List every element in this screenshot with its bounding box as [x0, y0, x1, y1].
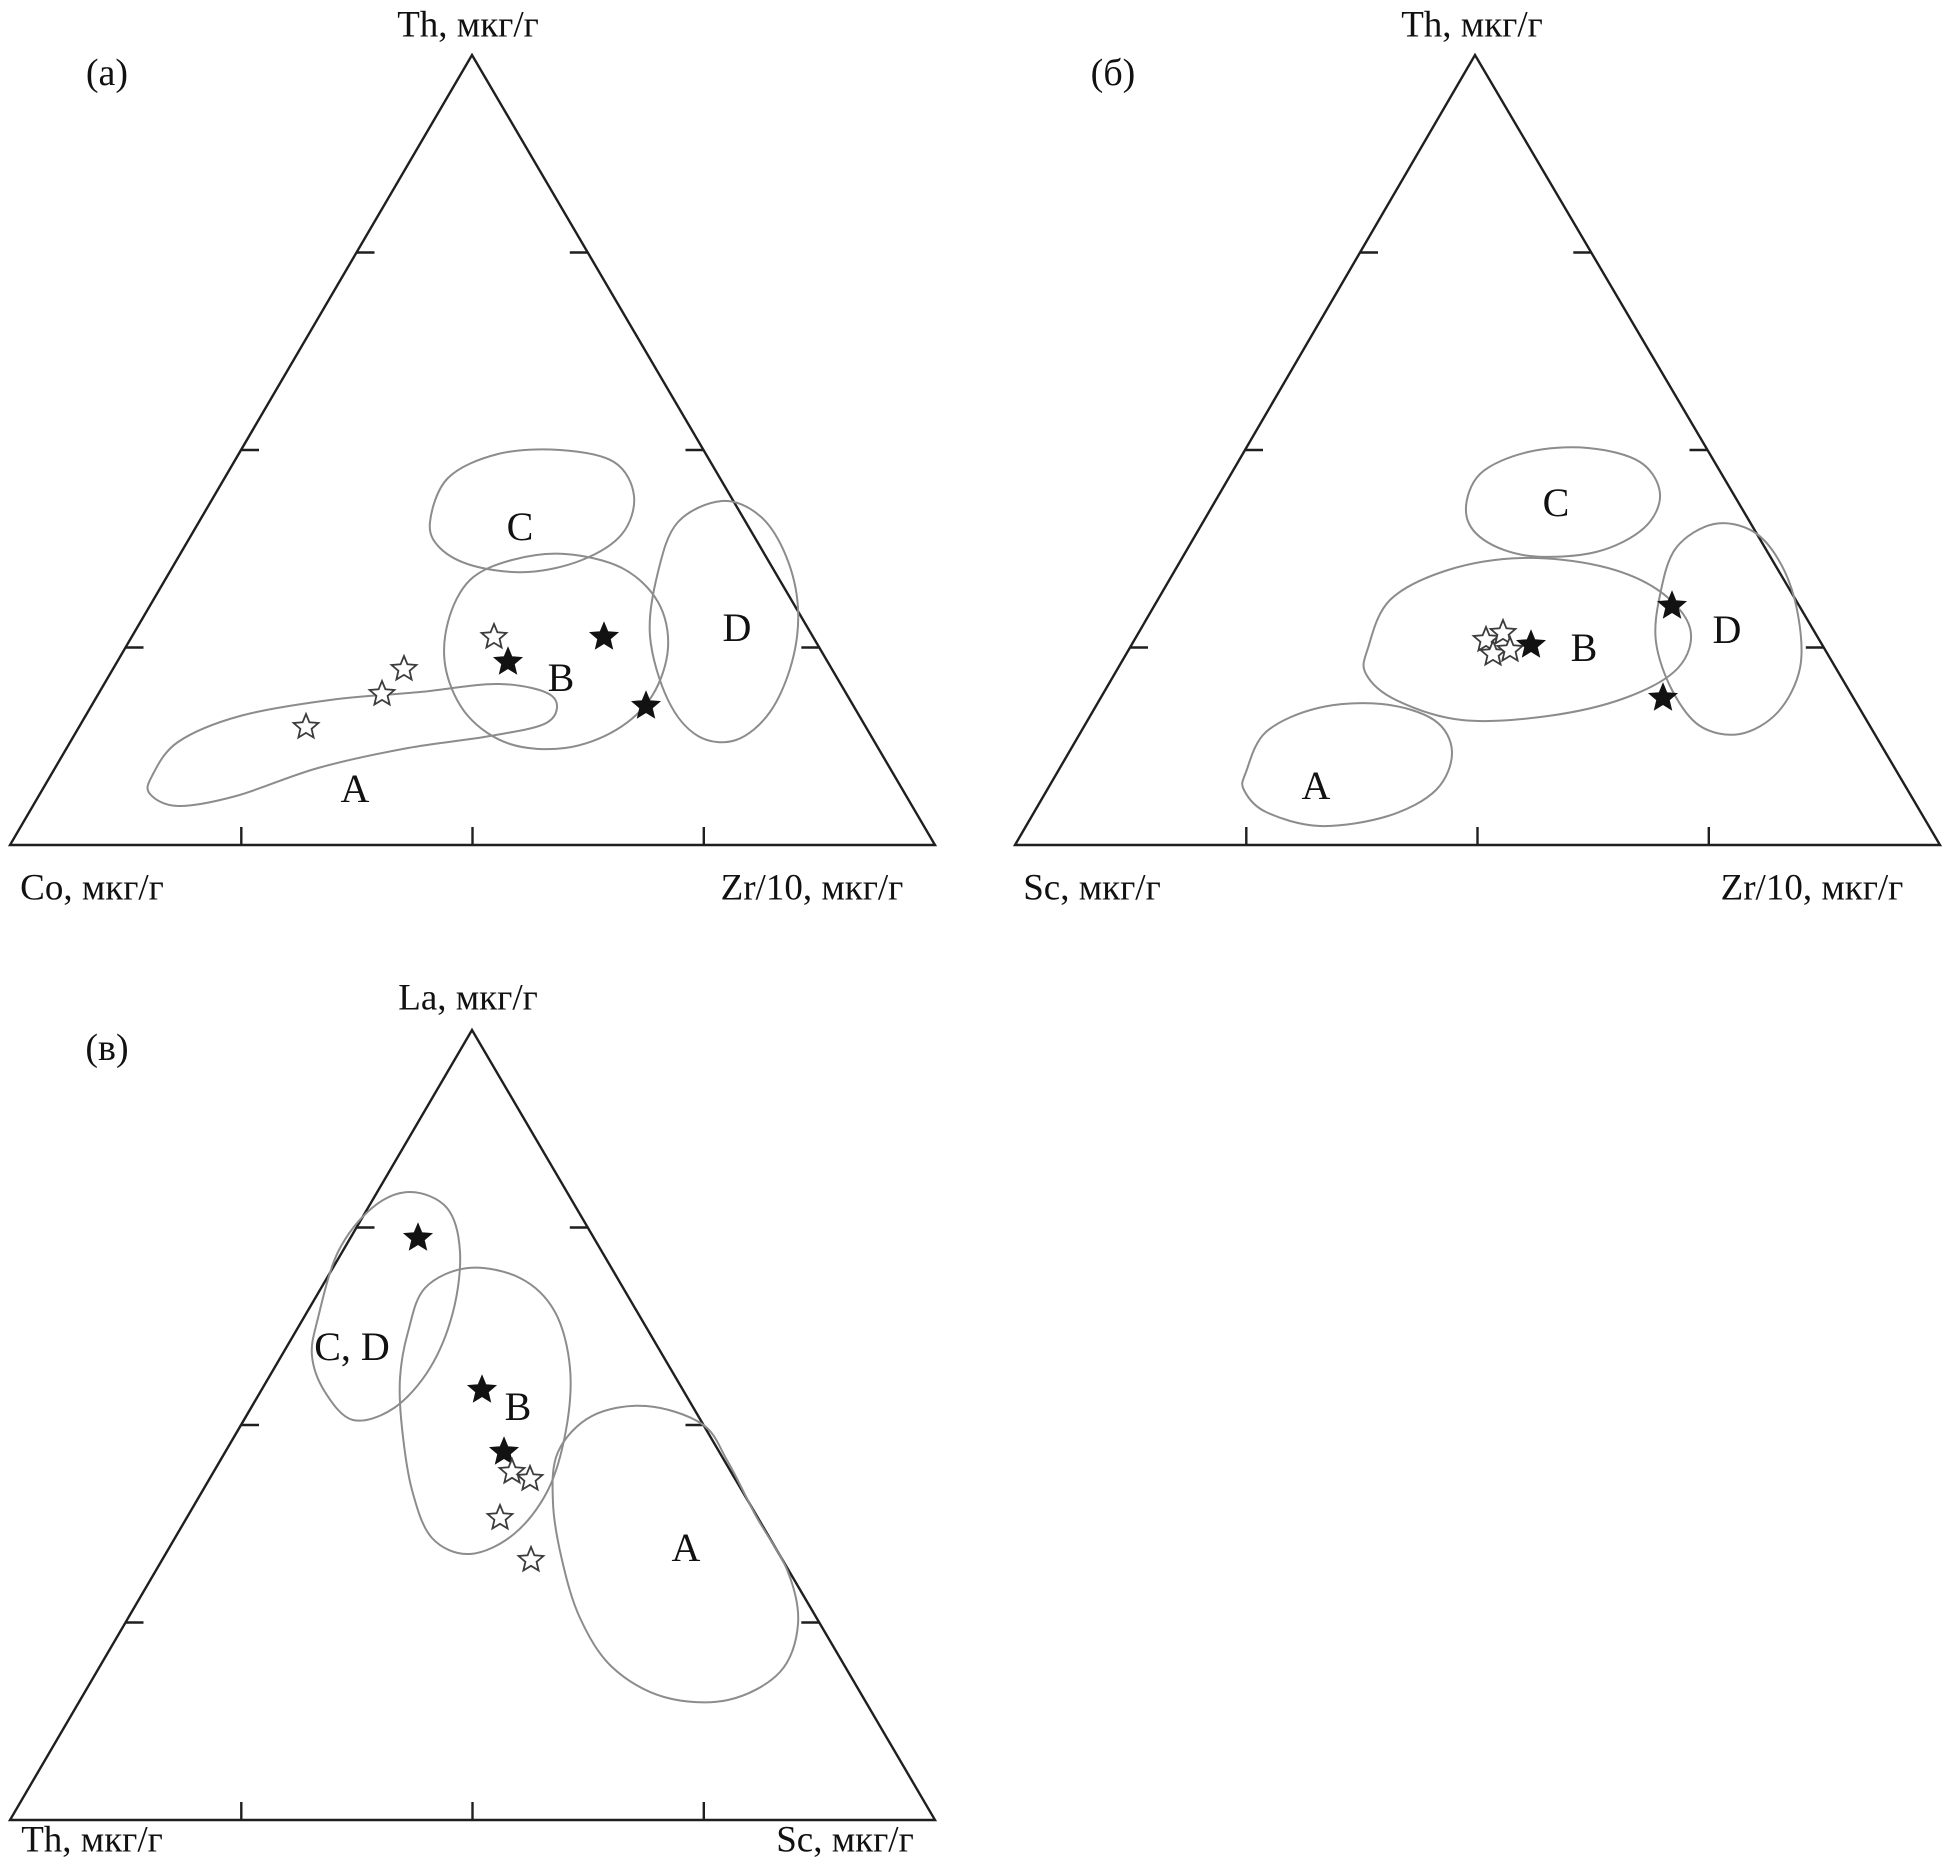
sample-point-filled-star: [1647, 682, 1679, 711]
triangle-outline: [7, 52, 938, 847]
panel-b-apex-axis-label: Th, мкг/г: [1401, 4, 1543, 46]
panel-v-field-label-b: B: [504, 1384, 532, 1429]
sample-point-filled-star: [466, 1374, 498, 1403]
panel-a-field-label-c: C: [506, 504, 534, 549]
field-outline-d: [648, 499, 800, 744]
panel-a-apex-axis-label: Th, мкг/г: [397, 4, 539, 46]
panel-b-left-axis-label: Sc, мкг/г: [1023, 867, 1161, 909]
sample-point-filled-star: [402, 1222, 434, 1251]
sample-point-open-star: [516, 1544, 546, 1573]
sample-point-filled-star: [1515, 629, 1547, 658]
ternary-panel-2: [1012, 52, 1943, 847]
sample-point-open-star: [1495, 634, 1525, 663]
field-outline-b: [1362, 556, 1693, 723]
field-outline-cd: [310, 1190, 462, 1422]
panel-b-letter: (б): [1090, 52, 1136, 94]
field-outline-a: [1241, 702, 1454, 828]
panel-v-field-label-a: A: [671, 1525, 701, 1570]
sample-point-filled-star: [630, 690, 662, 719]
panel-v-right-axis-label: Sc, мкг/г: [776, 1819, 914, 1858]
panel-b-right-axis-label: Zr/10, мкг/г: [1720, 867, 1904, 909]
panel-v-field-label-cd: C, D: [314, 1324, 390, 1369]
sample-point-open-star: [389, 653, 419, 682]
sample-point-open-star: [291, 711, 321, 740]
sample-point-open-star: [515, 1463, 545, 1492]
sample-point-filled-star: [492, 646, 524, 675]
panel-a-field-label-a: A: [340, 766, 370, 811]
panel-v-letter: (в): [85, 1027, 129, 1069]
panel-v-left-axis-label: Th, мкг/г: [21, 1819, 163, 1858]
panel-a-right-axis-label: Zr/10, мкг/г: [720, 867, 904, 909]
sample-point-open-star: [497, 1456, 527, 1485]
panel-a-left-axis-label: Co, мкг/г: [20, 867, 164, 909]
sample-point-filled-star: [488, 1436, 520, 1465]
field-outline-a: [551, 1404, 800, 1704]
triangle-outline: [1012, 52, 1943, 847]
sample-point-open-star: [485, 1502, 515, 1531]
triangle-outline: [7, 1027, 938, 1822]
panel-a-letter: (а): [85, 52, 129, 94]
field-outline-c: [428, 448, 636, 574]
sample-point-filled-star: [588, 621, 620, 650]
panel-b-field-label-b: B: [1570, 625, 1598, 670]
panel-a-field-label-d: D: [722, 605, 752, 650]
field-outline-a: [146, 682, 558, 808]
field-outline-b: [443, 552, 670, 751]
field-outline-b: [398, 1266, 572, 1556]
field-outline-d: [1654, 522, 1803, 736]
panel-b-field-label-d: D: [1712, 607, 1742, 652]
ternary-panel-1: [7, 52, 938, 847]
panel-a-field-label-b: B: [547, 655, 575, 700]
ternary-panel-3: [7, 1027, 938, 1822]
sample-point-open-star: [479, 621, 509, 650]
sample-point-open-star: [367, 678, 397, 707]
sample-point-filled-star: [1656, 590, 1688, 619]
panel-b-field-label-c: C: [1542, 480, 1570, 525]
panel-v-apex-axis-label: La, мкг/г: [398, 977, 538, 1019]
field-outline-c: [1464, 446, 1662, 558]
panel-b-field-label-a: A: [1301, 763, 1331, 808]
